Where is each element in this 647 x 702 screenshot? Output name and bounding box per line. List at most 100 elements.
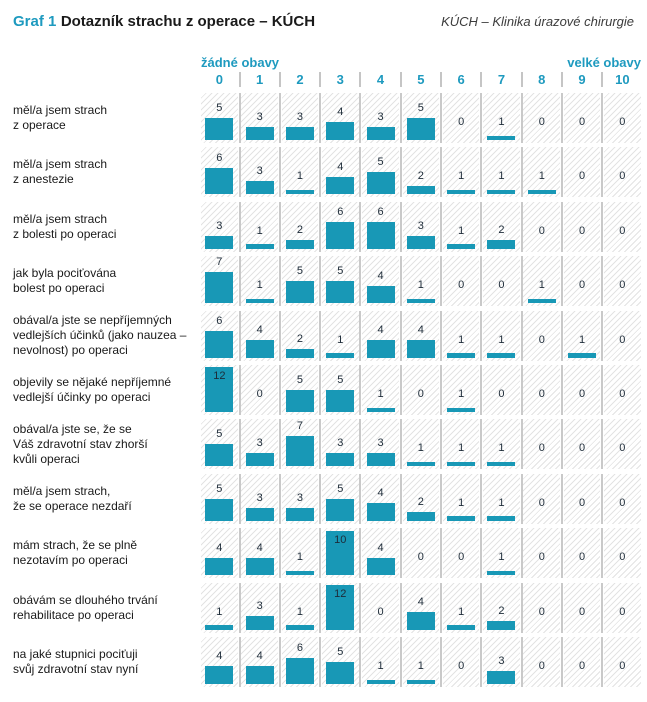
bar-value-label: 0 (619, 660, 626, 672)
bar (205, 625, 234, 630)
bar-value-label: 2 (498, 604, 505, 617)
column-separator (520, 419, 523, 470)
bar-value-label: 0 (619, 224, 626, 237)
column-separator (480, 201, 483, 252)
bar-value-label: 0 (619, 333, 626, 346)
scale-cell (523, 256, 561, 307)
bar-value-label: 1 (498, 496, 505, 509)
bar (285, 507, 314, 521)
column-separator (278, 637, 281, 687)
question-label: obával/a jste se, že se Váš zdravotní st… (13, 419, 197, 469)
bar-value-label: 0 (578, 551, 586, 564)
bar (205, 444, 234, 467)
column-separator (278, 256, 281, 307)
scale-cell (523, 637, 561, 687)
column-separator (520, 473, 523, 524)
column-separator (359, 201, 362, 252)
column-separator (601, 256, 604, 307)
column-separator (560, 365, 563, 415)
bar-value-label: 2 (296, 224, 303, 236)
bar-value-label: 0 (458, 279, 465, 292)
bar (326, 531, 355, 576)
bar (326, 122, 355, 140)
chart-row: 5 3 3 5 4 2 1 1 0 0 0 (201, 473, 644, 524)
bar-value-label: 4 (377, 324, 384, 336)
chart-row: 6 4 2 1 4 4 1 1 0 1 0 (201, 310, 644, 361)
bar-value-label: 5 (216, 482, 223, 495)
scale-cell (523, 419, 561, 470)
bar (487, 670, 516, 684)
bar-value-label: 5 (337, 646, 344, 658)
bar-value-label: 0 (256, 388, 263, 400)
scale-cell (483, 256, 520, 307)
bar (205, 331, 234, 358)
column-separator (399, 637, 402, 687)
bar (406, 235, 435, 249)
bar-value-label: 0 (458, 551, 465, 564)
column-separator (359, 256, 362, 307)
bar (245, 181, 274, 195)
bar (487, 240, 516, 249)
question-label: objevily se nějaké nepříjemné vedlejší ú… (13, 365, 197, 415)
figure-label: Graf 1 (13, 13, 57, 30)
question-label: mám strach, že se plně nezotavím po oper… (13, 528, 197, 578)
bar-value-label: 5 (377, 156, 384, 169)
bar (406, 298, 435, 304)
scale-cell (523, 528, 561, 579)
bar-value-label: 1 (417, 279, 424, 292)
scale-cell (442, 365, 480, 415)
bar (285, 348, 314, 358)
bar-value-label: 3 (296, 491, 303, 504)
bar-value-label: 7 (216, 256, 223, 269)
column-separator (601, 93, 604, 143)
bar-value-label: 0 (417, 388, 424, 400)
scale-cell (442, 473, 480, 524)
bar-value-label: 4 (216, 650, 223, 663)
scale-min-label: žádné obavy (201, 55, 280, 70)
bar-value-label: 7 (296, 419, 303, 432)
bar-value-label: 1 (458, 442, 465, 455)
column-separator (601, 528, 604, 579)
bar-value-label: 0 (619, 279, 626, 292)
bar-value-label: 0 (619, 388, 626, 400)
bar (245, 557, 274, 576)
scale-cell (362, 637, 399, 687)
column-separator (359, 582, 362, 633)
column-separator (601, 419, 604, 470)
column-separator (399, 419, 402, 470)
bar (245, 298, 274, 304)
bar-value-label: 0 (538, 116, 545, 128)
bar-value-label: 1 (498, 442, 505, 455)
bar (285, 390, 314, 412)
column-separator (440, 419, 442, 470)
x-axis-tick-label: 9 (578, 72, 586, 87)
scale-cell (402, 419, 440, 470)
column-separator (440, 637, 442, 687)
column-separator (359, 93, 362, 143)
chart-row: 5 3 7 3 3 1 1 1 0 0 0 (201, 419, 644, 470)
bar (447, 190, 476, 195)
question-label-text: obával/a jste se, že se Váš zdravotní st… (13, 421, 148, 466)
bar-value-label: 3 (377, 437, 384, 450)
bar (326, 176, 355, 195)
bar (487, 135, 516, 140)
bar (366, 222, 395, 249)
column-separator (319, 256, 322, 307)
chart-row: 4 4 1 10 4 0 0 1 0 0 0 (201, 528, 644, 579)
column-separator (440, 528, 442, 579)
bar (245, 244, 274, 249)
column-separator (480, 419, 483, 470)
bar (245, 126, 274, 140)
bar (527, 298, 556, 304)
x-axis-tick-mark (319, 72, 322, 87)
bar-value-label: 0 (578, 605, 586, 618)
column-separator (359, 528, 362, 579)
bar (487, 516, 516, 521)
column-separator (560, 147, 563, 198)
bar-value-label: 6 (377, 206, 384, 219)
bar (326, 662, 355, 684)
bar (205, 498, 234, 521)
bar-value-label: 2 (417, 496, 424, 508)
scale-cell (604, 256, 641, 307)
